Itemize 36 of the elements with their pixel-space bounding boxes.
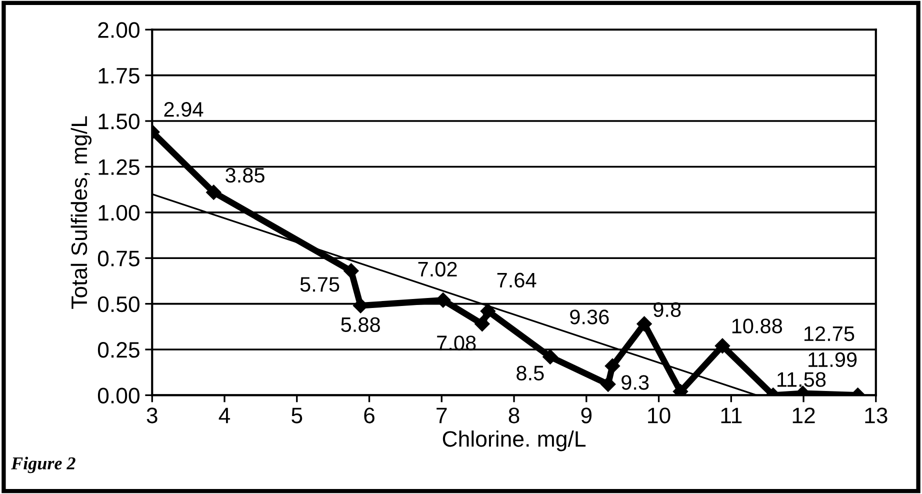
y-tick-label: 0.25 (98, 342, 140, 358)
y-tick-label: 1.00 (98, 204, 140, 221)
x-tick-label: 7 (436, 408, 447, 424)
y-tick-label: 2.00 (98, 22, 140, 38)
y-tick-label: 0.75 (98, 250, 140, 266)
x-tick-label: 5 (292, 408, 302, 424)
x-tick-label: 9 (581, 408, 592, 424)
y-axis-title: Total Sulfides, mg/L (70, 116, 92, 309)
annotation: 5.75 (300, 277, 340, 292)
annotation: 10.88 (732, 318, 782, 334)
annotation: 11.58 (777, 372, 826, 387)
annotation: 7.64 (497, 272, 536, 288)
annotation: 11.99 (808, 352, 857, 368)
y-tick-label: 1.25 (98, 159, 140, 175)
x-tick-label: 8 (508, 408, 520, 424)
annotation: 9.36 (570, 310, 609, 324)
y-tick-label: 0.00 (98, 388, 140, 404)
x-tick-label: 11 (721, 408, 742, 424)
annotation: 12.75 (804, 326, 854, 342)
annotation: 7.02 (418, 262, 457, 277)
x-tick-label: 6 (364, 408, 374, 424)
annotation: 9.3 (622, 375, 649, 390)
y-tick-label: 0.50 (98, 296, 140, 312)
x-tick-label: 10 (648, 408, 670, 424)
y-tick-label: 1.75 (98, 68, 140, 84)
caption: Figure 2 (11, 456, 76, 474)
annotation: 5.88 (341, 317, 380, 332)
annotation: 3.85 (226, 168, 264, 183)
y-tick-label: 1.50 (98, 114, 140, 130)
x-axis-title: Chlorine. mg/L (442, 430, 586, 452)
annotation: 2.94 (164, 102, 204, 117)
x-tick-label: 3 (146, 408, 158, 424)
annotation: 8.5 (516, 366, 544, 380)
x-tick-label: 12 (792, 408, 815, 424)
x-tick-label: 4 (218, 408, 230, 424)
x-tick-label: 13 (865, 408, 888, 424)
